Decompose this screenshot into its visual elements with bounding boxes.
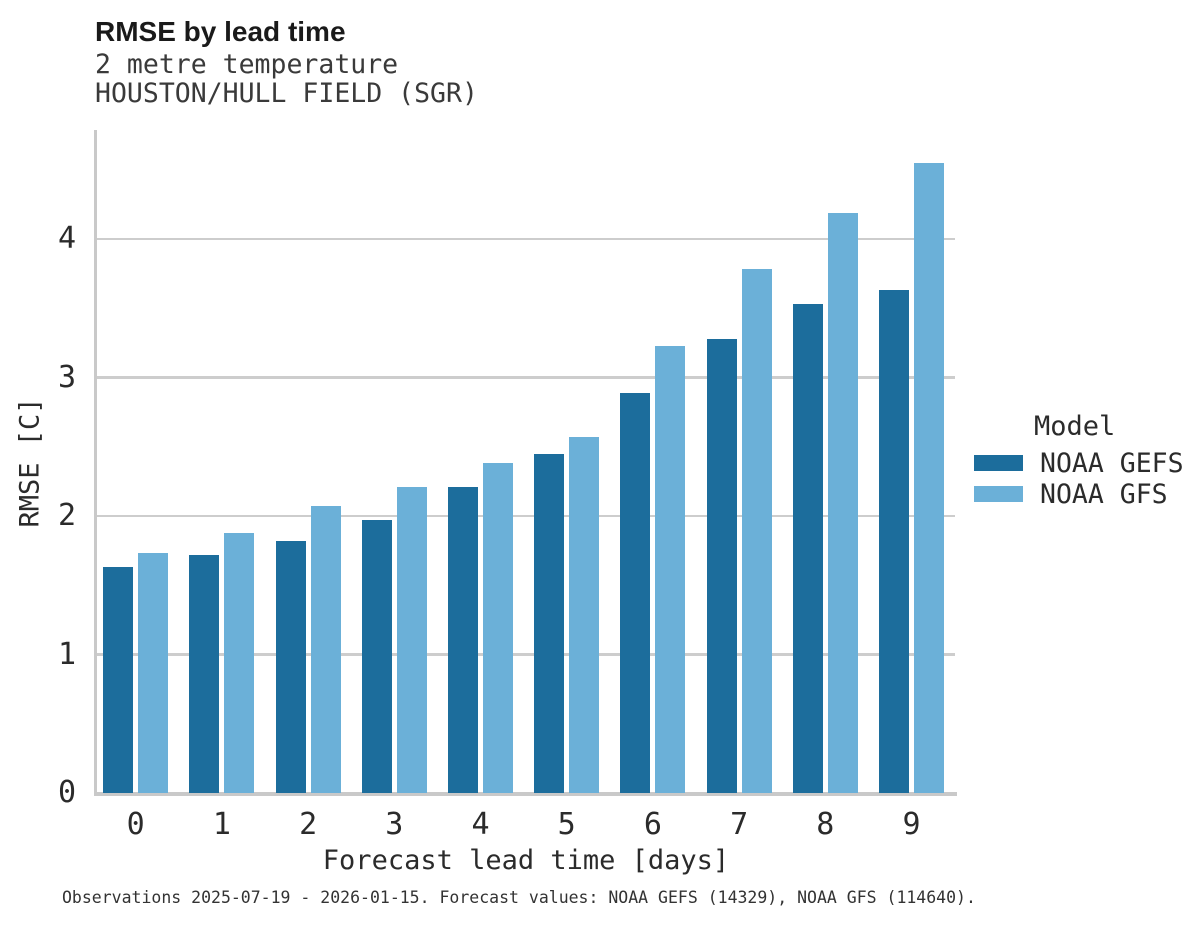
legend-label-noaa-gefs: NOAA GEFS (1040, 447, 1184, 479)
y-tick-4: 4 (57, 221, 76, 256)
bar-noaa-gfs-day-3 (396, 486, 427, 793)
bar-noaa-gfs-day-7 (741, 269, 772, 793)
bar-noaa-gefs-day-2 (275, 540, 306, 793)
x-tick-4: 4 (471, 807, 490, 842)
legend-item-noaa-gfs: NOAA GFS (974, 478, 1195, 510)
x-tick-5: 5 (557, 807, 576, 842)
x-tick-8: 8 (816, 807, 835, 842)
bar-noaa-gfs-day-5 (569, 437, 600, 793)
x-axis-line (93, 792, 957, 796)
bar-noaa-gefs-day-9 (879, 290, 909, 793)
bar-noaa-gfs-day-6 (655, 345, 686, 793)
bar-noaa-gfs-day-0 (138, 553, 169, 793)
gridline-y-2 (97, 514, 955, 518)
bar-noaa-gfs-day-8 (827, 212, 858, 793)
caption: Observations 2025-07-19 - 2026-01-15. Fo… (62, 888, 976, 907)
legend-title: Model (1034, 411, 1116, 442)
y-tick-3: 3 (57, 359, 76, 395)
x-tick-6: 6 (643, 807, 662, 842)
y-tick-1: 1 (57, 636, 76, 672)
bar-noaa-gefs-day-3 (361, 520, 392, 793)
bar-noaa-gefs-day-0 (103, 567, 134, 793)
bar-noaa-gefs-day-5 (534, 453, 565, 793)
legend-item-noaa-gefs: NOAA GEFS (974, 447, 1195, 479)
bar-noaa-gefs-day-6 (620, 392, 651, 793)
bar-noaa-gfs-day-2 (310, 506, 341, 793)
legend-label-noaa-gfs: NOAA GFS (1040, 478, 1168, 510)
bar-noaa-gefs-day-4 (448, 486, 478, 793)
legend-items: NOAA GEFS NOAA GFS (974, 447, 1195, 510)
bar-noaa-gefs-day-8 (792, 304, 823, 793)
x-tick-9: 9 (902, 807, 921, 842)
legend: Model NOAA GEFS NOAA GFS (974, 411, 1195, 510)
x-tick-1: 1 (212, 807, 231, 842)
bar-noaa-gfs-day-9 (914, 162, 944, 793)
bar-noaa-gfs-day-1 (224, 532, 255, 793)
bar-noaa-gefs-day-1 (189, 554, 220, 793)
legend-swatch-noaa-gfs (974, 486, 1023, 502)
bar-noaa-gefs-day-7 (706, 338, 737, 793)
x-tick-3: 3 (385, 807, 404, 842)
bar-noaa-gfs-day-4 (483, 463, 513, 793)
x-tick-0: 0 (126, 807, 145, 842)
x-axis-title: Forecast lead time [days] (322, 845, 730, 876)
chart-subtitle-station: HOUSTON/HULL FIELD (SGR) (95, 78, 478, 109)
gridline-y-4 (97, 237, 955, 241)
y-tick-0: 0 (57, 775, 76, 810)
x-tick-2: 2 (299, 807, 318, 842)
gridline-y-1 (97, 653, 955, 656)
y-axis-line (93, 130, 97, 796)
chart-subtitle-variable: 2 metre temperature (95, 49, 399, 80)
chart-title: RMSE by lead time (95, 16, 346, 47)
y-tick-2: 2 (57, 498, 76, 533)
x-tick-7: 7 (730, 807, 749, 842)
gridline-y-3 (97, 376, 955, 379)
legend-swatch-noaa-gefs (974, 455, 1023, 471)
